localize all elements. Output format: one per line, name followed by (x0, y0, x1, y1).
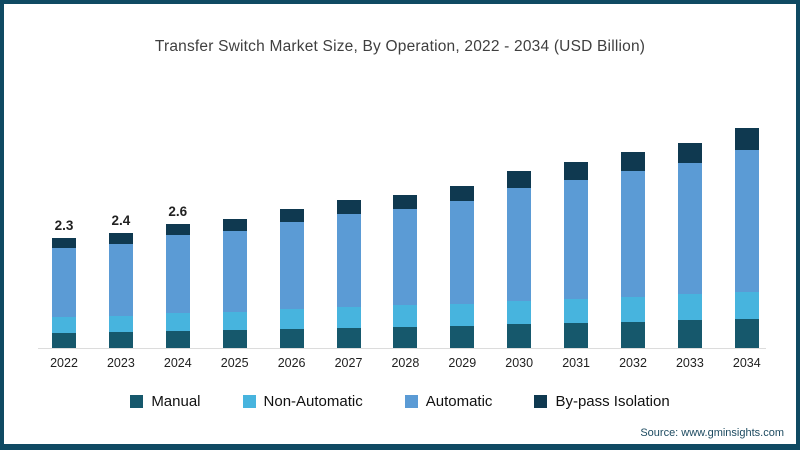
bar-2025[interactable] (222, 219, 247, 348)
bar-segment-automatic-2032[interactable] (621, 171, 645, 297)
bar-segment-non-automatic-2030[interactable] (507, 301, 532, 325)
bar-segment-by-pass-isolation-2030[interactable] (507, 171, 532, 188)
x-tick-2024: 2024 (163, 356, 192, 370)
bar-segment-non-automatic-2022[interactable] (52, 316, 76, 333)
bar-segment-automatic-2030[interactable] (507, 187, 532, 302)
legend: Manual Non-Automatic Automatic By-pass Isol… (4, 393, 796, 410)
x-tick-2031: 2031 (562, 356, 590, 370)
bar-segment-automatic-2028[interactable] (393, 209, 418, 306)
bar-segment-by-pass-isolation-2033[interactable] (677, 142, 702, 163)
bar-2029[interactable] (450, 185, 475, 348)
chart-title: Transfer Switch Market Size, By Operatio… (154, 38, 646, 55)
bar-2023[interactable] (108, 233, 133, 348)
bar-segment-non-automatic-2028[interactable] (393, 305, 418, 327)
bar-segment-by-pass-isolation-2022[interactable] (52, 238, 76, 249)
legend-label-non-automatic: Non-Automatic (263, 393, 363, 410)
x-tick-2022: 2022 (50, 356, 78, 370)
bar-segment-manual-2028[interactable] (393, 326, 418, 348)
bar-segment-by-pass-isolation-2029[interactable] (450, 185, 475, 201)
bar-segment-by-pass-isolation-2031[interactable] (564, 161, 589, 180)
bar-2028[interactable] (393, 195, 418, 348)
bar-segment-manual-2023[interactable] (108, 332, 133, 348)
bar-segment-automatic-2033[interactable] (677, 162, 702, 295)
bar-2024[interactable] (165, 223, 190, 348)
bar-segment-non-automatic-2033[interactable] (677, 294, 702, 321)
bar-segment-automatic-2026[interactable] (279, 222, 304, 310)
bar-segment-manual-2025[interactable] (222, 330, 247, 348)
plot-area: 2.3 2.4 2.6 2022 2023 2024 2025 2026 2027 2028 20… (4, 4, 800, 454)
legend-item-by-pass-isolation[interactable]: By-pass Isolation (534, 393, 670, 410)
bar-2022[interactable] (52, 238, 76, 348)
bar-segment-by-pass-isolation-2034[interactable] (734, 128, 759, 150)
legend-marker-manual (130, 395, 144, 408)
x-tick-2033: 2033 (675, 356, 704, 370)
x-tick-2026: 2026 (277, 356, 306, 370)
bar-segment-manual-2022[interactable] (52, 332, 76, 348)
legend-item-manual[interactable]: Manual (130, 393, 201, 410)
bar-segment-by-pass-isolation-2024[interactable] (165, 223, 190, 236)
bar-segment-automatic-2023[interactable] (108, 243, 133, 316)
bar-segment-non-automatic-2024[interactable] (165, 313, 190, 331)
bar-segment-manual-2026[interactable] (279, 328, 304, 348)
bar-segment-non-automatic-2027[interactable] (336, 307, 361, 328)
legend-label-automatic: Automatic (425, 393, 493, 410)
x-tick-2023: 2023 (106, 356, 135, 370)
bar-2031[interactable] (564, 161, 589, 348)
bar-2034[interactable] (734, 128, 759, 348)
legend-label-by-pass-isolation: By-pass Isolation (555, 393, 670, 410)
x-tick-2027: 2027 (334, 356, 363, 370)
value-label-2024: 2.6 (168, 204, 188, 219)
bar-segment-non-automatic-2032[interactable] (621, 296, 645, 322)
bar-segment-by-pass-isolation-2023[interactable] (108, 233, 133, 244)
bar-segment-by-pass-isolation-2026[interactable] (279, 209, 304, 223)
bar-2030[interactable] (507, 171, 532, 348)
legend-item-automatic[interactable]: Automatic (404, 393, 493, 410)
bar-2026[interactable] (279, 209, 304, 348)
bar-segment-automatic-2024[interactable] (165, 235, 190, 314)
bar-segment-non-automatic-2025[interactable] (222, 312, 247, 331)
legend-marker-automatic (404, 395, 418, 408)
bar-segment-non-automatic-2026[interactable] (279, 309, 304, 329)
bar-segment-automatic-2029[interactable] (450, 200, 475, 304)
source-text: Source: www.gminsights.com (640, 427, 784, 439)
bar-segment-by-pass-isolation-2025[interactable] (222, 219, 247, 231)
x-tick-2025: 2025 (220, 356, 249, 370)
bar-segment-by-pass-isolation-2027[interactable] (336, 199, 361, 214)
legend-label-manual: Manual (151, 393, 201, 410)
bar-segment-non-automatic-2029[interactable] (450, 303, 475, 326)
bar-segment-automatic-2022[interactable] (52, 248, 76, 317)
bar-segment-automatic-2025[interactable] (222, 230, 247, 313)
bar-2027[interactable] (336, 199, 361, 348)
bar-segment-manual-2029[interactable] (450, 325, 475, 348)
x-tick-2032: 2032 (619, 356, 647, 370)
bar-segment-manual-2033[interactable] (677, 320, 702, 348)
value-label-2022: 2.3 (54, 218, 74, 233)
bar-segment-automatic-2027[interactable] (336, 213, 361, 308)
bar-segment-by-pass-isolation-2032[interactable] (621, 152, 645, 172)
bar-segment-manual-2027[interactable] (336, 327, 361, 348)
bar-segment-automatic-2034[interactable] (734, 149, 759, 293)
legend-marker-by-pass-isolation (534, 395, 548, 408)
x-tick-2030: 2030 (505, 356, 534, 370)
x-axis-line (38, 348, 766, 349)
bar-segment-automatic-2031[interactable] (564, 179, 589, 299)
legend-marker-non-automatic (242, 395, 256, 408)
bar-segment-manual-2031[interactable] (564, 322, 589, 348)
bar-segment-non-automatic-2023[interactable] (108, 315, 133, 333)
bar-segment-manual-2030[interactable] (507, 324, 532, 348)
x-tick-2034: 2034 (732, 356, 761, 370)
bar-segment-non-automatic-2034[interactable] (734, 292, 759, 319)
x-tick-2028: 2028 (391, 356, 420, 370)
bar-2033[interactable] (677, 142, 702, 348)
bar-segment-manual-2034[interactable] (734, 318, 759, 348)
bar-segment-manual-2024[interactable] (165, 330, 190, 348)
bar-2032[interactable] (621, 152, 645, 348)
bar-segment-manual-2032[interactable] (621, 321, 645, 348)
x-tick-2029: 2029 (448, 356, 477, 370)
legend-item-non-automatic[interactable]: Non-Automatic (242, 393, 363, 410)
bar-segment-non-automatic-2031[interactable] (564, 298, 589, 323)
value-label-2023: 2.4 (111, 213, 131, 228)
bar-segment-by-pass-isolation-2028[interactable] (393, 195, 418, 210)
